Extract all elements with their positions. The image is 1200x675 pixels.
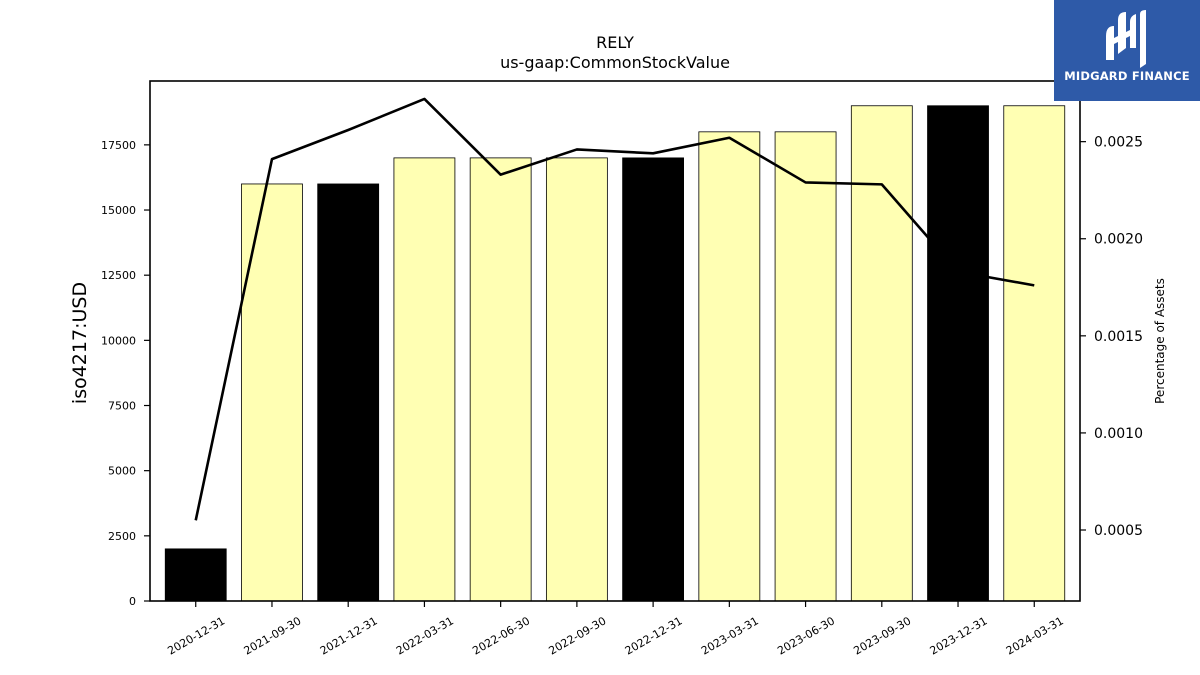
midgard-finance-logo: MIDGARD FINANCE (1054, 0, 1200, 101)
x-tick-label: 2022-03-31 (394, 614, 456, 657)
bars-layer (164, 105, 1066, 602)
y-tick-label: 10000 (101, 334, 136, 347)
bar-2021-09-30 (241, 183, 303, 602)
y-axis-label: iso4217:USD (69, 282, 91, 404)
bar-2022-03-31 (393, 157, 456, 602)
x-tick-label: 2023-06-30 (775, 614, 837, 657)
chart-title: RELY (596, 33, 634, 52)
bar-2023-12-31 (927, 105, 989, 602)
x-tick-label: 2021-12-31 (318, 614, 380, 657)
logo-text: MIDGARD FINANCE (1064, 69, 1190, 83)
bar-2023-03-31 (698, 131, 761, 602)
midgard-logo-icon (1106, 10, 1146, 68)
bar-2020-12-31 (164, 548, 227, 602)
x-tick-label: 2022-06-30 (470, 614, 532, 657)
bar-2023-06-30 (774, 131, 837, 602)
x-tick-label: 2020-12-31 (165, 614, 227, 657)
y2-tick-label: 0.0005 (1094, 523, 1143, 539)
y-tick-label: 0 (129, 595, 136, 608)
plot-frame (149, 80, 1081, 602)
bar-2021-12-31 (317, 183, 380, 602)
y2-tick-label: 0.0025 (1094, 135, 1143, 151)
y-tick-label: 5000 (108, 465, 136, 478)
bar-2022-09-30 (545, 157, 608, 602)
x-tick-label: 2023-12-31 (928, 614, 990, 657)
x-tick-label: 2022-09-30 (547, 614, 609, 657)
x-tick-label: 2024-03-31 (1004, 614, 1066, 657)
bar-2023-09-30 (850, 105, 913, 602)
y2-tick-label: 0.0015 (1094, 329, 1143, 345)
x-tick-label: 2023-03-31 (699, 614, 761, 657)
y-tick-label: 12500 (101, 269, 136, 282)
y2-axis-label: Percentage of Assets (1153, 278, 1167, 404)
line-layer (194, 97, 1035, 521)
chart-subtitle: us-gaap:CommonStockValue (500, 53, 730, 72)
y-tick-label: 17500 (101, 139, 136, 152)
bar-2024-03-31 (1003, 105, 1066, 602)
y-tick-label: 2500 (108, 530, 136, 543)
line-series-percentage-of-assets (194, 97, 1035, 521)
x-tick-label: 2021-09-30 (242, 614, 304, 657)
y-tick-label: 15000 (101, 204, 136, 217)
y2-tick-label: 0.0010 (1094, 426, 1143, 442)
bar-2022-06-30 (469, 157, 532, 602)
x-tick-label: 2023-09-30 (851, 614, 913, 657)
bar-2022-12-31 (622, 157, 684, 602)
x-tick-label: 2022-12-31 (623, 614, 685, 657)
y-tick-label: 7500 (108, 400, 136, 413)
y2-tick-label: 0.0020 (1094, 232, 1143, 248)
